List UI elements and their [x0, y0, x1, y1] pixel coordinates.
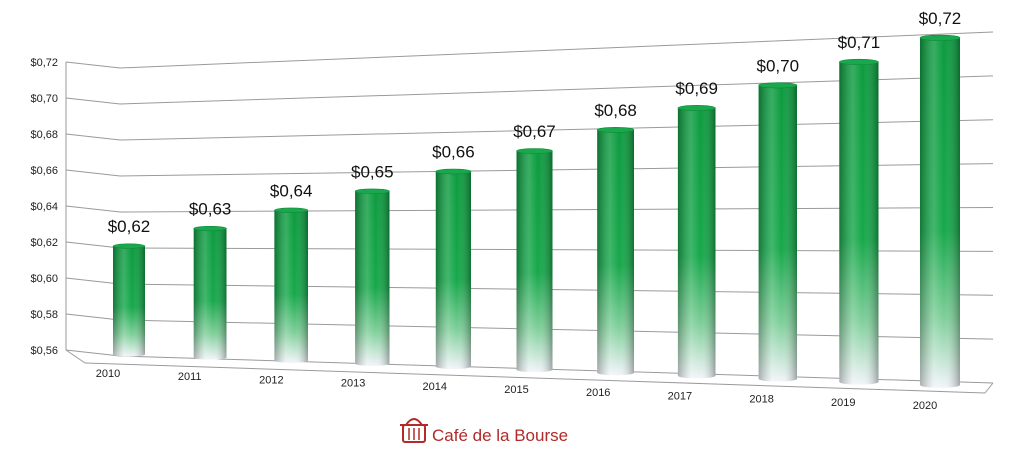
bar [839, 58, 879, 385]
y-tick-label: $0,64 [30, 201, 58, 213]
gridline [119, 31, 994, 69]
data-label: $0,71 [838, 33, 881, 52]
bar [354, 188, 390, 366]
bar [516, 148, 553, 373]
bar [596, 127, 635, 376]
y-tick-label: $0,60 [30, 273, 58, 285]
data-label: $0,72 [919, 9, 962, 28]
data-label: $0,63 [189, 200, 232, 219]
gridline-depth [65, 205, 121, 213]
floor-edge [984, 382, 994, 394]
data-label: $0,69 [675, 79, 718, 98]
x-tick-label: 2012 [259, 374, 283, 386]
basket-icon [400, 418, 428, 443]
x-tick-label: 2014 [423, 381, 447, 393]
floor-edge [65, 349, 86, 364]
bar [274, 207, 309, 363]
bar [758, 82, 798, 382]
gridline-depth [65, 169, 121, 177]
data-label: $0,67 [513, 122, 556, 141]
gridline-depth [65, 277, 121, 285]
gridline-depth [65, 349, 121, 357]
gridline-depth [65, 133, 121, 141]
x-axis-ticks: 2010 2011 2012 2013 2014 2015 2016 2017 2018 2019… [96, 368, 937, 412]
gridline-depth [65, 61, 121, 69]
y-tick-label: $0,66 [30, 165, 58, 177]
x-tick-label: 2010 [96, 368, 120, 380]
data-label: $0,64 [270, 181, 313, 200]
y-tick-label: $0,68 [30, 129, 58, 141]
y-tick-label: $0,72 [30, 57, 58, 69]
bars [112, 34, 961, 388]
gridline-depth [65, 97, 121, 105]
bar [677, 105, 716, 379]
x-tick-label: 2020 [913, 400, 937, 412]
bar [919, 34, 961, 388]
y-tick-label: $0,70 [30, 93, 58, 105]
x-tick-label: 2018 [749, 394, 773, 406]
gridline-depth [65, 241, 121, 249]
data-label: $0,68 [594, 101, 637, 120]
x-axis-line [84, 362, 986, 394]
bar [193, 225, 227, 360]
data-label: $0,70 [757, 56, 800, 75]
data-labels: $0,62 $0,63 $0,64 $0,65 $0,66 $0,67 $0,68 $0,69… [108, 9, 962, 236]
data-label: $0,62 [108, 217, 151, 236]
y-tick-label: $0,56 [30, 345, 58, 357]
y-tick-label: $0,62 [30, 237, 58, 249]
data-label: $0,66 [432, 143, 475, 162]
data-label: $0,65 [351, 162, 394, 181]
brand-name: Café de la Bourse [432, 426, 568, 445]
bar [112, 243, 146, 357]
y-axis-ticks: $0,56 $0,58 $0,60 $0,62 $0,64 $0,66 $0,68 $0,70… [30, 57, 58, 357]
brand-logo: Café de la Bourse [400, 418, 568, 445]
y-tick-label: $0,58 [30, 309, 58, 321]
bar [435, 168, 472, 370]
x-tick-label: 2013 [341, 378, 365, 390]
x-tick-label: 2011 [178, 371, 202, 383]
x-tick-label: 2017 [668, 390, 692, 402]
x-tick-label: 2016 [586, 387, 610, 399]
x-tick-label: 2015 [504, 384, 528, 396]
x-tick-label: 2019 [831, 397, 855, 409]
gridline-depth [65, 313, 121, 321]
